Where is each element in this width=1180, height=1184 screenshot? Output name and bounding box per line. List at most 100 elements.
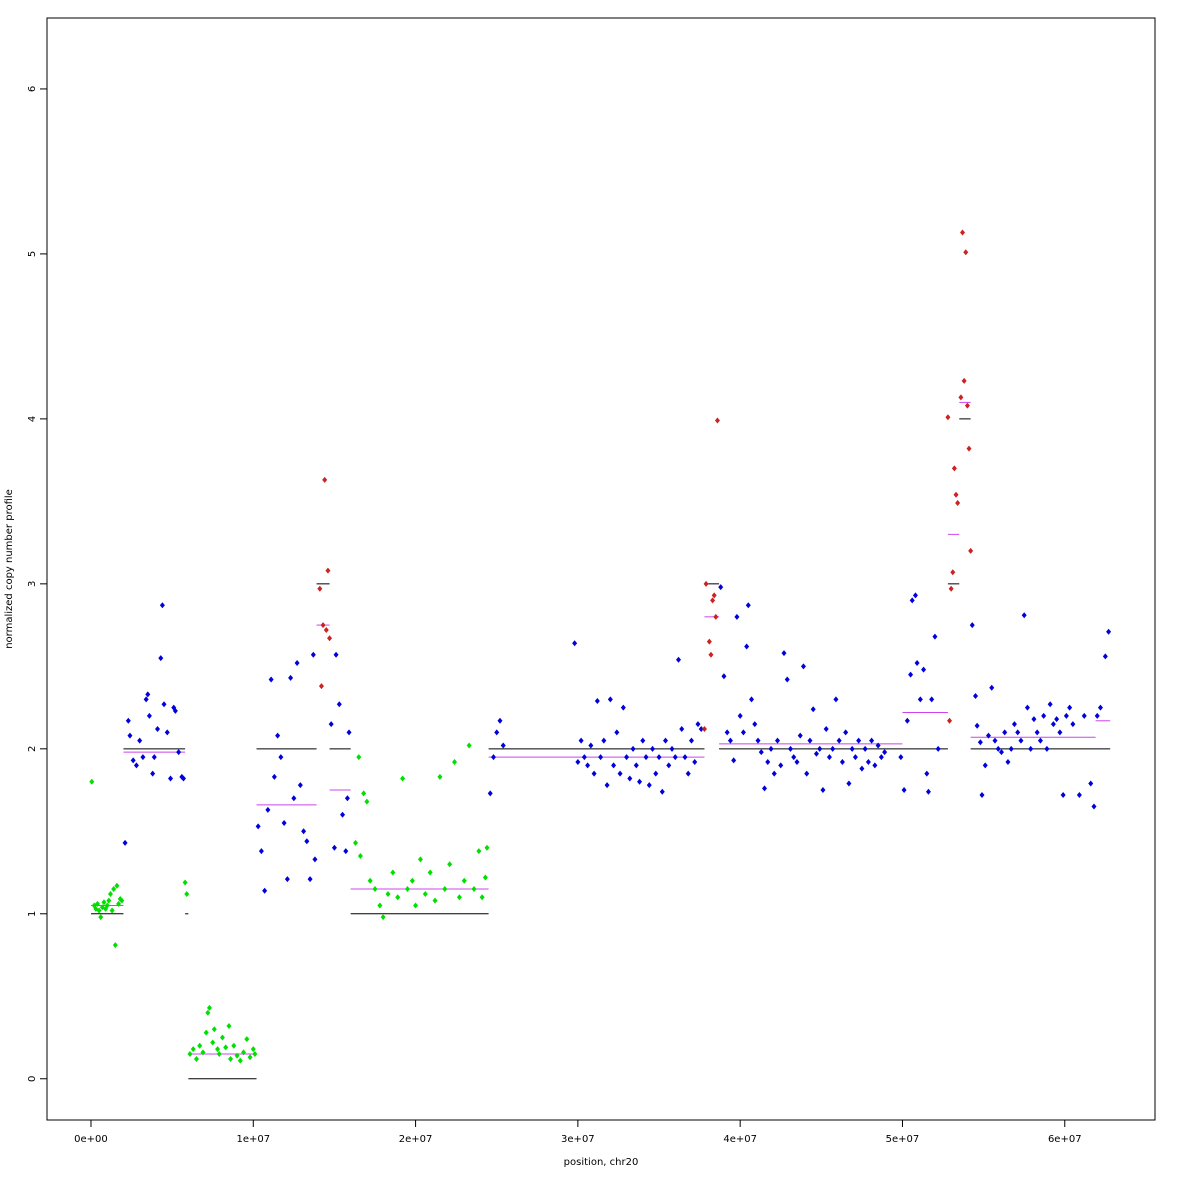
- data-point: [813, 750, 819, 757]
- data-point: [200, 1049, 206, 1056]
- data-point: [479, 894, 485, 901]
- data-point: [288, 674, 294, 681]
- x-tick-label: 6e+07: [1048, 1134, 1082, 1145]
- data-point: [219, 1034, 225, 1041]
- data-point: [356, 754, 362, 761]
- data-point: [1067, 704, 1073, 711]
- data-point: [666, 762, 672, 769]
- data-point: [158, 655, 164, 662]
- x-tick-label: 0e+00: [74, 1134, 108, 1145]
- data-point: [713, 613, 719, 620]
- data-point: [98, 914, 104, 921]
- data-point: [380, 914, 386, 921]
- data-point: [265, 806, 271, 813]
- data-point: [247, 1054, 253, 1061]
- data-point: [653, 770, 659, 777]
- data-point: [839, 759, 845, 766]
- data-point: [925, 788, 931, 795]
- data-point: [765, 759, 771, 766]
- data-point: [966, 445, 972, 452]
- data-point: [784, 676, 790, 683]
- data-point: [721, 673, 727, 680]
- data-point: [395, 894, 401, 901]
- data-point: [94, 900, 100, 907]
- data-point: [301, 828, 307, 835]
- data-point: [125, 717, 131, 724]
- data-point: [216, 1051, 222, 1058]
- data-point: [168, 775, 174, 782]
- data-point: [701, 726, 707, 733]
- data-point: [244, 1036, 250, 1043]
- data-point: [223, 1044, 229, 1051]
- data-point: [859, 765, 865, 772]
- data-point: [161, 701, 167, 708]
- x-tick-label: 1e+07: [236, 1134, 270, 1145]
- data-point: [974, 722, 980, 729]
- data-point: [1008, 745, 1014, 752]
- data-point: [1021, 612, 1027, 619]
- data-point: [336, 701, 342, 708]
- data-point: [109, 907, 115, 914]
- data-point: [343, 848, 349, 855]
- data-point: [929, 696, 935, 703]
- y-axis-label: normalized copy number profile: [4, 489, 15, 649]
- data-point: [945, 414, 951, 421]
- data-point: [951, 465, 957, 472]
- data-point: [594, 697, 600, 704]
- data-point: [476, 848, 482, 855]
- data-point: [698, 726, 704, 733]
- data-point: [950, 569, 956, 576]
- data-point: [327, 635, 333, 642]
- data-point: [804, 770, 810, 777]
- data-point: [1057, 729, 1063, 736]
- data-point: [947, 717, 953, 724]
- data-point: [487, 790, 493, 797]
- data-point: [797, 732, 803, 739]
- data-point: [682, 754, 688, 761]
- data-point: [215, 1046, 221, 1053]
- data-point: [413, 902, 419, 909]
- data-point: [711, 592, 717, 599]
- data-point: [140, 754, 146, 761]
- data-point: [106, 897, 112, 904]
- data-point: [320, 622, 326, 629]
- data-point: [1050, 721, 1056, 728]
- data-point: [948, 585, 954, 592]
- x-tick-label: 4e+07: [723, 1134, 757, 1145]
- x-axis-label: position, chr20: [564, 1157, 639, 1168]
- data-point: [353, 839, 359, 846]
- data-point: [310, 651, 316, 658]
- data-point: [998, 749, 1004, 756]
- data-point: [1094, 712, 1100, 719]
- data-point: [1054, 716, 1060, 723]
- plot-frame: [46, 17, 1156, 1121]
- data-point: [1097, 704, 1103, 711]
- x-tick-label: 3e+07: [561, 1134, 595, 1145]
- data-point: [164, 729, 170, 736]
- data-point: [740, 729, 746, 736]
- data-point: [727, 737, 733, 744]
- data-point: [781, 650, 787, 657]
- data-point: [964, 402, 970, 409]
- data-point: [982, 762, 988, 769]
- data-point: [494, 729, 500, 736]
- y-tick-label: 6: [27, 86, 38, 92]
- data-point: [1015, 729, 1021, 736]
- data-point: [1005, 759, 1011, 766]
- data-point: [953, 491, 959, 498]
- data-point: [325, 567, 331, 574]
- data-point: [909, 597, 915, 604]
- data-point: [1002, 729, 1008, 736]
- data-point: [284, 876, 290, 883]
- data-point: [155, 726, 161, 733]
- data-point: [656, 754, 662, 761]
- data-point: [151, 754, 157, 761]
- data-point: [1028, 745, 1034, 752]
- data-point: [211, 1026, 217, 1033]
- data-point: [617, 770, 623, 777]
- data-point: [182, 879, 188, 886]
- y-tick-label: 0: [27, 1076, 38, 1082]
- data-point: [1106, 628, 1112, 635]
- data-point: [96, 907, 102, 914]
